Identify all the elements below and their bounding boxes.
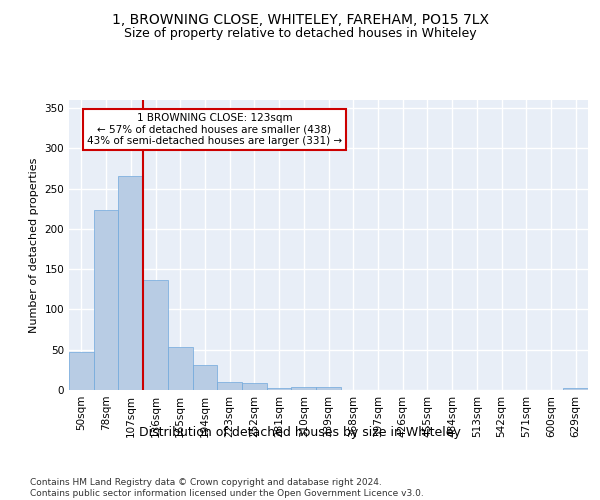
Text: Size of property relative to detached houses in Whiteley: Size of property relative to detached ho…: [124, 28, 476, 40]
Bar: [94, 210, 118, 390]
Bar: [292, 387, 316, 390]
Bar: [267, 388, 292, 390]
Bar: [143, 280, 168, 390]
Bar: [217, 382, 242, 390]
Bar: [242, 383, 267, 390]
Text: Contains HM Land Registry data © Crown copyright and database right 2024.
Contai: Contains HM Land Registry data © Crown c…: [30, 478, 424, 498]
Bar: [168, 346, 193, 390]
Bar: [118, 176, 143, 390]
Text: 1, BROWNING CLOSE, WHITELEY, FAREHAM, PO15 7LX: 1, BROWNING CLOSE, WHITELEY, FAREHAM, PO…: [112, 12, 488, 26]
Text: 1 BROWNING CLOSE: 123sqm
← 57% of detached houses are smaller (438)
43% of semi-: 1 BROWNING CLOSE: 123sqm ← 57% of detach…: [87, 113, 342, 146]
Bar: [316, 387, 341, 390]
Bar: [563, 388, 588, 390]
Text: Distribution of detached houses by size in Whiteley: Distribution of detached houses by size …: [139, 426, 461, 439]
Y-axis label: Number of detached properties: Number of detached properties: [29, 158, 39, 332]
Bar: [193, 365, 217, 390]
Bar: [69, 352, 94, 390]
